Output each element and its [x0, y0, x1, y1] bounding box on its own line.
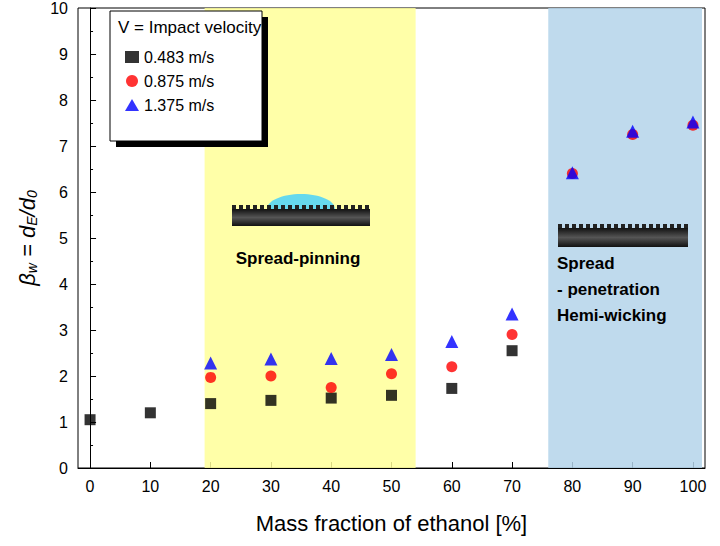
svg-text:10: 10	[141, 478, 159, 495]
svg-text:w: w	[24, 263, 41, 274]
svg-text:3: 3	[59, 322, 68, 339]
svg-text:0.483 m/s: 0.483 m/s	[144, 49, 214, 66]
svg-text:7: 7	[59, 138, 68, 155]
svg-text:V = Impact velocity: V = Impact velocity	[118, 18, 262, 37]
svg-text:0.875 m/s: 0.875 m/s	[144, 73, 214, 90]
svg-text:6: 6	[59, 184, 68, 201]
svg-text:100: 100	[680, 478, 707, 495]
svg-text:- penetration: - penetration	[557, 280, 660, 299]
svg-text:70: 70	[503, 478, 521, 495]
svg-text:d: d	[15, 225, 40, 238]
svg-text:E: E	[24, 216, 41, 226]
svg-text:2: 2	[59, 368, 68, 385]
svg-text:Spread-pinning: Spread-pinning	[236, 249, 361, 268]
svg-text:1: 1	[59, 414, 68, 431]
svg-text:10: 10	[50, 0, 68, 17]
svg-text:d: d	[15, 197, 40, 210]
svg-text:90: 90	[624, 478, 642, 495]
svg-text:20: 20	[202, 478, 220, 495]
svg-text:0: 0	[59, 460, 68, 477]
svg-text:60: 60	[443, 478, 461, 495]
svg-text:β: β	[15, 273, 40, 287]
svg-text:8: 8	[59, 92, 68, 109]
svg-text:1.375 m/s: 1.375 m/s	[144, 97, 214, 114]
svg-text:40: 40	[322, 478, 340, 495]
svg-text:50: 50	[383, 478, 401, 495]
svg-text:80: 80	[563, 478, 581, 495]
svg-text:=: =	[15, 238, 40, 263]
svg-text:Mass fraction of ethanol [%]: Mass fraction of ethanol [%]	[256, 511, 527, 536]
svg-text:0: 0	[86, 478, 95, 495]
svg-text:5: 5	[59, 230, 68, 247]
svg-text:0: 0	[24, 190, 40, 198]
svg-text:30: 30	[262, 478, 280, 495]
svg-text:Spread: Spread	[557, 254, 615, 273]
svg-text:Hemi-wicking: Hemi-wicking	[557, 306, 667, 325]
svg-text:9: 9	[59, 46, 68, 63]
svg-text:4: 4	[59, 276, 68, 293]
